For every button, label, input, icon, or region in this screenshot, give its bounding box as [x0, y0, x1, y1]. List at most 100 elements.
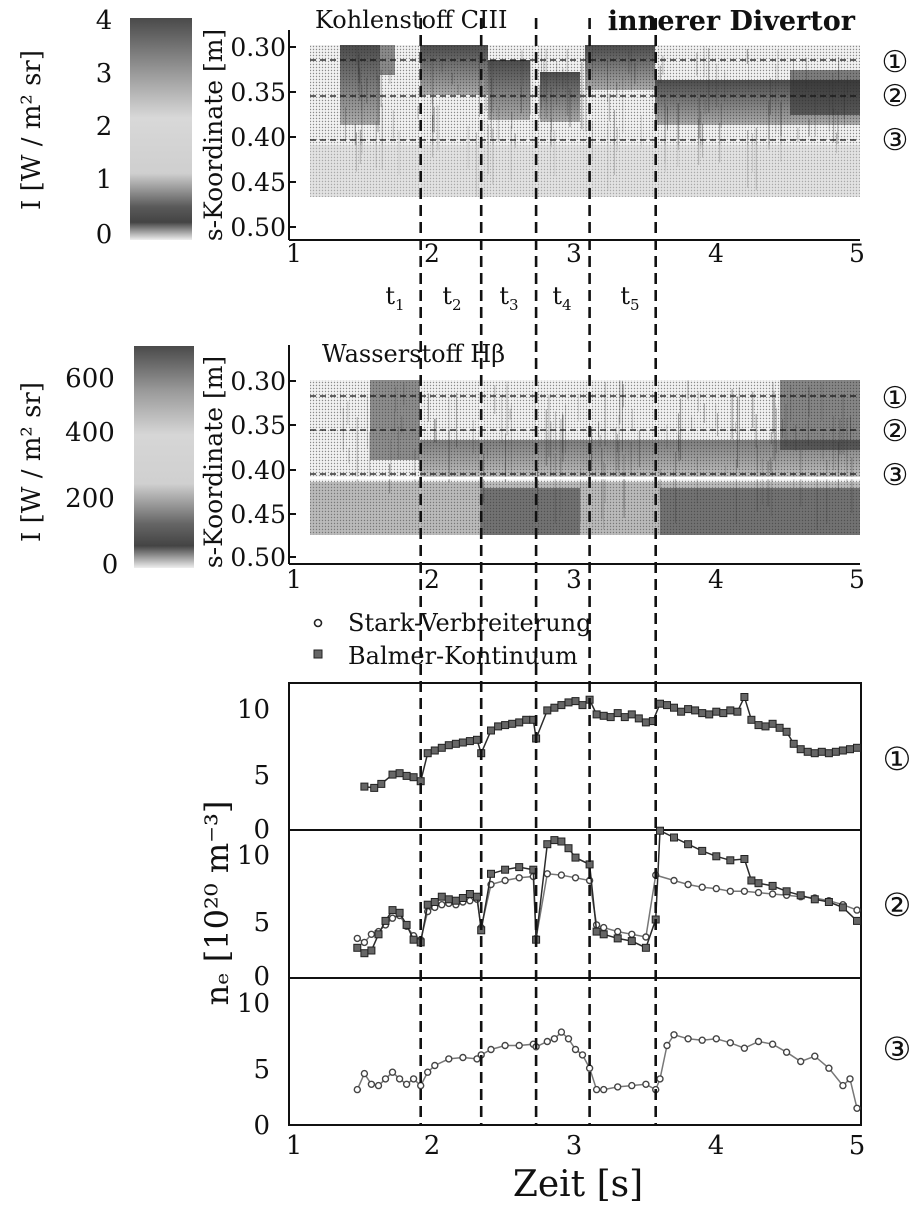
data-point [360, 938, 369, 947]
data-point [395, 1075, 404, 1083]
series-layer [353, 693, 861, 1113]
data-point [677, 707, 686, 716]
marker-b-2: ② [882, 414, 909, 449]
data-point [768, 881, 777, 890]
panel-c-xticks: 1 2 3 4 5 [286, 1131, 866, 1161]
data-point [423, 900, 432, 909]
axis-b-yticks: 0.30 0.35 0.40 0.45 0.50 [230, 367, 296, 572]
axis-b-ytick: 0.35 [230, 411, 286, 440]
data-point [684, 705, 693, 714]
interval-label-t5: t5 [620, 282, 639, 314]
axis-b-ytick: 0.40 [230, 456, 286, 485]
data-point [846, 745, 854, 754]
series-line-3 [356, 1031, 858, 1109]
colorbar-a-tick: 1 [96, 165, 113, 195]
panel-c-xtick: 1 [286, 1131, 303, 1161]
data-point [796, 745, 805, 754]
axis-a-ytick: 0.35 [230, 78, 286, 107]
data-point [360, 782, 369, 791]
data-point [641, 943, 650, 952]
data-point [670, 1031, 678, 1039]
data-point [810, 749, 819, 758]
data-point [543, 840, 552, 849]
data-point [550, 703, 559, 712]
axis-a-xtick: 4 [708, 239, 724, 268]
data-point [571, 853, 580, 862]
subplot-2-ytick: 10 [237, 841, 270, 871]
data-point [656, 699, 664, 708]
data-point [353, 943, 362, 952]
data-point [430, 898, 439, 906]
data-point [670, 703, 678, 712]
data-point [670, 876, 678, 885]
data-point [797, 1057, 805, 1066]
data-point [465, 890, 474, 898]
data-point [409, 935, 418, 944]
data-point [508, 719, 517, 728]
data-point [465, 737, 474, 746]
axis-a-ytick: 0.30 [230, 33, 286, 62]
data-point [782, 727, 791, 736]
data-point [423, 749, 432, 758]
data-point [627, 710, 636, 719]
data-point [571, 697, 580, 706]
data-point [811, 1052, 819, 1060]
data-point [853, 1104, 861, 1113]
data-point [374, 1081, 383, 1090]
data-point [614, 1083, 622, 1091]
legend-balmer-marker [313, 649, 323, 659]
data-point [501, 865, 510, 874]
marker-a-1: ① [882, 45, 909, 80]
data-point [466, 897, 474, 905]
data-point [839, 1081, 847, 1090]
data-point [761, 722, 770, 731]
subplot-2-frame [288, 829, 862, 979]
data-point [550, 1035, 559, 1043]
data-point [599, 930, 608, 939]
subplot-3-frame [288, 977, 862, 1126]
panel-c-yticks: 10 5 0 10 5 0 10 5 0 [237, 695, 270, 1141]
data-point [698, 883, 706, 891]
data-point [557, 871, 566, 879]
data-point [458, 738, 467, 747]
axis-b-xtick: 3 [566, 565, 582, 594]
data-point [515, 863, 524, 872]
panel-c-xlabel: Zeit [s] [513, 1164, 643, 1205]
data-point [388, 1068, 397, 1076]
data-point [473, 892, 481, 901]
data-point [515, 1041, 523, 1050]
data-point [831, 747, 840, 756]
panel-b-title: Wasserstoff Hβ [322, 340, 505, 368]
data-point [663, 1041, 671, 1050]
data-point [353, 934, 361, 943]
data-point [719, 709, 728, 718]
axis-b-xtick: 4 [708, 565, 724, 594]
data-point [557, 837, 566, 846]
data-point [824, 898, 833, 906]
panel-c-xtick: 4 [708, 1131, 725, 1161]
legend-balmer-label: Balmer-Kontinuum [348, 642, 578, 670]
data-point [634, 714, 643, 723]
interval-label-t1: t1 [385, 282, 404, 314]
data-point [388, 914, 397, 922]
data-point [438, 901, 446, 909]
data-point [409, 1075, 418, 1083]
data-point [487, 726, 495, 735]
data-point [374, 930, 383, 939]
data-point [600, 1085, 608, 1094]
data-point [754, 879, 763, 888]
axis-a-xtick: 5 [849, 239, 865, 268]
data-point [388, 906, 397, 915]
data-point [698, 846, 707, 855]
data-point [853, 916, 861, 925]
panel-c-xtick: 5 [849, 1131, 866, 1161]
data-point [747, 715, 756, 724]
data-point [754, 888, 763, 897]
axis-a-ytick: 0.45 [230, 168, 286, 197]
subplot-3-ytick: 10 [237, 989, 270, 1019]
data-point [810, 895, 819, 904]
data-point [684, 880, 692, 889]
data-point [712, 852, 721, 861]
axis-b-xtick: 1 [286, 565, 302, 594]
